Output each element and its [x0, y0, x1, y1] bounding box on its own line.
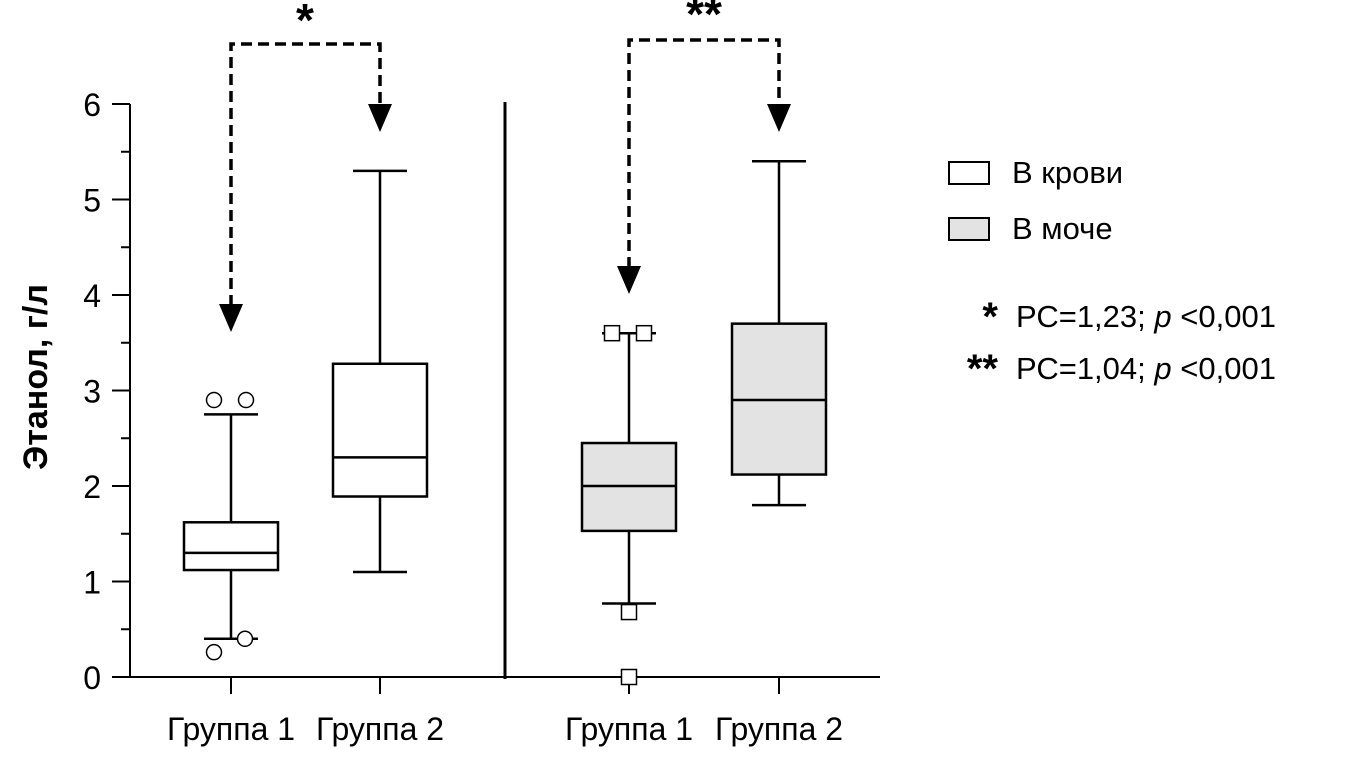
- y-tick-label-5: 5: [83, 183, 101, 219]
- legend-entry-blood: В крови: [948, 145, 1338, 201]
- outlier-point: [205, 391, 223, 409]
- y-axis-label: Этанол, г/л: [17, 284, 55, 470]
- y-tick-label-6: 6: [83, 87, 101, 123]
- legend-swatch-urine: [948, 217, 990, 241]
- box-urine-group-1: [580, 324, 678, 686]
- box-urine-group-2: [730, 160, 828, 507]
- outlier-point: [236, 630, 254, 648]
- y-tick-label-4: 4: [83, 278, 101, 314]
- stat-text-blood: РС=1,23; p <0,001: [1016, 299, 1276, 334]
- legend: В крови В моче * РС=1,23; p <0,001 ** РС…: [948, 145, 1338, 395]
- significance-bracket-2: **: [617, 0, 791, 294]
- outlier-point: [603, 324, 621, 342]
- significance-marker: **: [686, 0, 722, 40]
- outlier-point: [635, 324, 653, 342]
- arrow-head-left: [617, 266, 641, 294]
- x-tick-label-3: Группа 2: [715, 711, 843, 747]
- box-plot-boxes: [182, 160, 828, 686]
- arrow-head-left: [219, 304, 243, 332]
- significance-marker: *: [296, 0, 314, 46]
- outlier-point: [237, 391, 255, 409]
- bracket-line: [627, 38, 781, 268]
- y-tick-label-0: 0: [83, 660, 101, 696]
- y-tick-label-1: 1: [83, 565, 101, 601]
- stat-annotation-urine: ** РС=1,04; p <0,001: [948, 343, 1338, 395]
- x-tick-label-2: Группа 1: [565, 711, 693, 747]
- x-tick-label-1: Группа 2: [316, 711, 444, 747]
- stat-marker-single: *: [982, 295, 998, 339]
- box-blood-group-2: [331, 169, 429, 574]
- stat-text-urine: РС=1,04; p <0,001: [1016, 351, 1276, 386]
- outlier-point: [205, 643, 223, 661]
- bracket-line: [229, 42, 382, 306]
- box-iqr: [182, 521, 280, 572]
- y-tick-label-3: 3: [83, 374, 101, 410]
- legend-label-urine: В моче: [1012, 211, 1113, 246]
- significance-brackets: * **: [219, 0, 791, 332]
- chart-axes: 0 1 2 3 4 5 6 Группа 1 Группа 2 Группа 1 Группа 2: [83, 87, 880, 747]
- legend-entry-urine: В моче: [948, 201, 1338, 257]
- outlier-point: [620, 603, 638, 621]
- stat-marker-double: **: [966, 347, 998, 391]
- legend-label-blood: В крови: [1012, 155, 1124, 190]
- legend-swatch-blood: [948, 161, 990, 185]
- y-tick-label-2: 2: [83, 469, 101, 505]
- significance-bracket-1: *: [219, 0, 392, 332]
- outlier-point: [620, 668, 638, 686]
- box-iqr: [331, 362, 429, 498]
- x-tick-label-0: Группа 1: [167, 711, 295, 747]
- stat-annotation-blood: * РС=1,23; p <0,001: [948, 291, 1338, 343]
- arrow-head-right: [767, 104, 791, 132]
- arrow-head-right: [368, 104, 392, 132]
- box-blood-group-1: [182, 391, 280, 661]
